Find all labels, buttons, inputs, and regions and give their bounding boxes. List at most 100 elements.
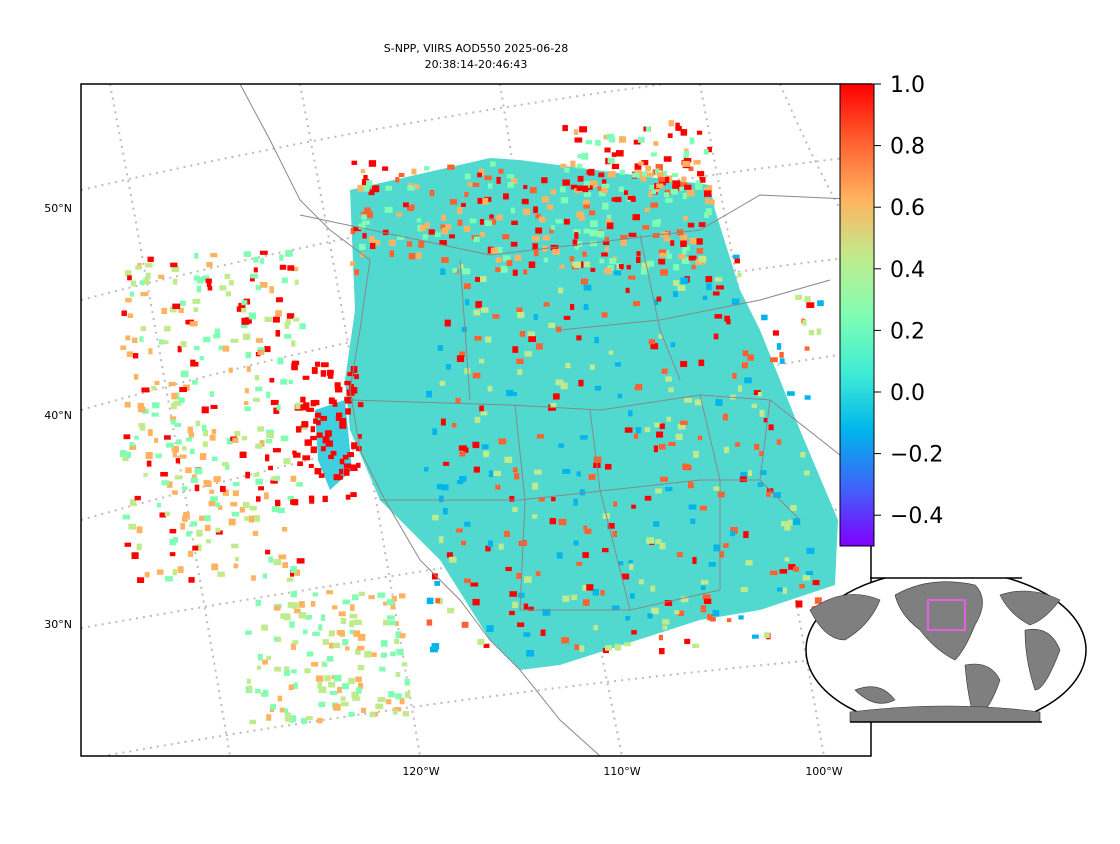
aod-pixel (752, 634, 759, 639)
aod-pixel (136, 543, 142, 551)
aod-pixel (516, 307, 523, 312)
aod-pixel (356, 446, 362, 452)
aod-pixel (550, 225, 555, 230)
aod-pixel (576, 211, 584, 218)
aod-pixel (434, 580, 441, 586)
aod-pixel (680, 277, 689, 284)
aod-pixel (171, 266, 180, 273)
aod-pixel (560, 382, 568, 390)
aod-pixel (495, 257, 502, 263)
aod-pixel (395, 177, 400, 183)
aod-pixel (355, 687, 362, 694)
aod-pixel (645, 126, 651, 132)
aod-pixel (172, 303, 181, 310)
aod-pixel (683, 215, 688, 221)
aod-pixel (675, 122, 680, 128)
aod-pixel (698, 359, 705, 367)
aod-pixel (697, 435, 703, 441)
aod-pixel (339, 458, 345, 465)
aod-pixel (284, 666, 290, 671)
aod-pixel (426, 390, 432, 398)
aod-pixel (201, 424, 207, 432)
aod-pixel (479, 276, 487, 283)
aod-pixel (451, 423, 457, 428)
aod-pixel (772, 330, 779, 336)
aod-pixel (203, 336, 211, 343)
aod-pixel (653, 141, 659, 146)
aod-pixel (294, 569, 300, 576)
aod-pixel (244, 401, 249, 406)
aod-pixel (456, 355, 465, 363)
aod-pixel (680, 420, 688, 425)
aod-pixel (658, 634, 663, 641)
aod-pixel (548, 322, 556, 328)
aod-pixel (296, 558, 305, 564)
aod-pixel (730, 526, 738, 534)
aod-pixel (656, 296, 662, 302)
aod-pixel (635, 383, 643, 390)
aod-pixel (336, 630, 345, 636)
aod-pixel (217, 571, 225, 577)
aod-pixel (312, 592, 319, 597)
aod-pixel (275, 330, 281, 337)
aod-pixel (164, 325, 171, 332)
aod-pixel (439, 495, 444, 503)
aod-pixel (510, 241, 518, 247)
aod-pixel (437, 345, 443, 351)
aod-pixel (362, 233, 367, 239)
aod-pixel (386, 599, 394, 605)
aod-pixel (255, 338, 263, 343)
aod-pixel (776, 343, 782, 350)
aod-pixel (641, 262, 650, 269)
aod-pixel (576, 163, 583, 169)
south-america (964, 663, 1001, 721)
aod-pixel (599, 258, 605, 264)
aod-pixel (625, 615, 631, 621)
aod-pixel (484, 220, 492, 226)
aod-pixel (709, 199, 715, 205)
aod-pixel (120, 345, 127, 350)
aod-pixel (543, 302, 550, 307)
aod-pixel (524, 351, 532, 357)
aod-pixel (495, 484, 501, 490)
aod-pixel (270, 703, 277, 710)
lat-label: 50°N (44, 202, 72, 215)
aod-pixel (322, 639, 329, 645)
aod-pixel (477, 197, 483, 204)
aod-pixel (531, 482, 538, 490)
aod-pixel (658, 334, 663, 339)
aod-pixel (464, 299, 470, 306)
aod-pixel (527, 331, 535, 337)
aod-pixel (650, 343, 659, 350)
aod-pixel (440, 381, 446, 386)
aod-pixel (385, 185, 392, 191)
aod-pixel (779, 351, 784, 358)
aod-pixel (646, 260, 654, 267)
map-area (81, 84, 871, 756)
aod-pixel (258, 486, 265, 491)
aod-pixel (190, 521, 198, 527)
aod-pixel (327, 373, 334, 379)
aod-pixel (551, 497, 556, 502)
aod-pixel (380, 652, 387, 658)
aod-pixel (332, 642, 340, 648)
aod-pixel (344, 468, 350, 476)
aod-pixel (225, 291, 231, 297)
aod-pixel (262, 573, 268, 579)
aod-pixel (609, 257, 616, 264)
aod-pixel (283, 458, 291, 465)
aod-pixel (480, 307, 489, 313)
aod-pixel (329, 369, 334, 375)
aod-pixel (621, 573, 630, 580)
aod-pixel (357, 184, 364, 192)
aod-pixel (379, 666, 386, 672)
aod-pixel (657, 176, 666, 182)
aod-pixel (782, 587, 787, 594)
aod-pixel (577, 175, 584, 182)
aod-pixel (653, 445, 659, 453)
aod-pixel (423, 467, 429, 472)
aod-pixel (593, 229, 598, 237)
aod-pixel (257, 653, 263, 661)
aod-pixel (408, 252, 416, 260)
aod-pixel (194, 253, 199, 259)
